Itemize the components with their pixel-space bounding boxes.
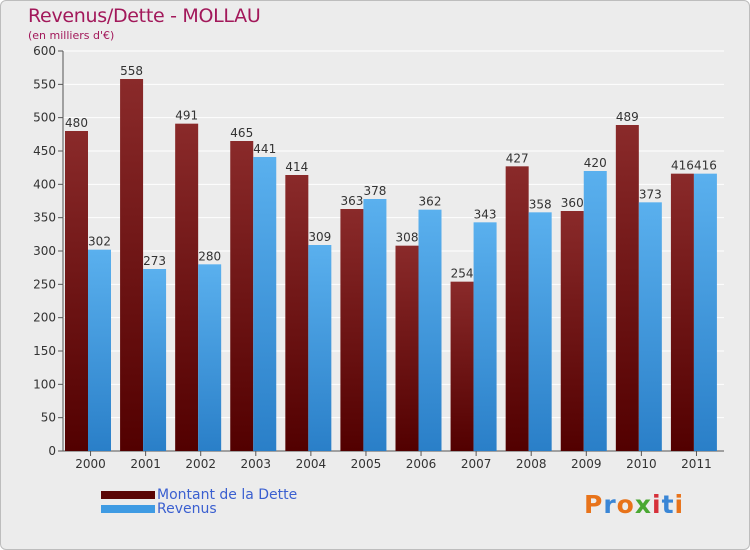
legend-swatch-revenus [101,505,155,513]
data-label: 308 [396,231,419,245]
data-label: 358 [529,197,552,211]
y-tick-label: 600 [33,44,56,58]
bar-revenus [473,222,497,451]
x-tick-label: 2005 [351,457,382,471]
x-tick-label: 2010 [626,457,657,471]
bar-revenus [363,199,387,451]
data-label: 420 [584,156,607,170]
data-label: 363 [340,194,363,208]
y-tick-label: 550 [33,77,56,91]
y-tick-label: 400 [33,177,56,191]
x-tick-label: 2004 [296,457,327,471]
bar-revenus [308,245,332,451]
bar-dette [230,141,254,451]
bar-revenus [143,269,167,451]
data-label: 360 [561,196,584,210]
bar-revenus [528,212,552,451]
bar-dette [175,123,199,452]
bar-revenus [418,209,442,451]
y-tick-label: 0 [48,444,56,458]
data-label: 343 [474,207,497,221]
bar-revenus [693,173,717,451]
x-tick-label: 2001 [130,457,161,471]
chart-subtitle: (en milliers d'€) [28,29,115,42]
x-tick-label: 2009 [571,457,602,471]
data-label: 558 [120,64,143,78]
bar-dette [505,166,529,452]
data-label: 273 [143,254,166,268]
bar-revenus [198,264,222,451]
legend-swatch-dette [101,491,155,499]
data-label: 280 [198,249,221,263]
data-label: 378 [363,184,386,198]
data-label: 416 [671,159,694,173]
bar-dette [340,209,364,451]
legend-item-revenus: Revenus [101,501,217,517]
proxiti-logo: Proxiti [584,490,685,519]
y-tick-label: 100 [33,377,56,391]
x-tick-label: 2002 [185,457,216,471]
y-tick-label: 350 [33,211,56,225]
data-label: 373 [639,187,662,201]
x-tick-label: 2008 [516,457,547,471]
bar-dette [670,173,694,451]
bar-revenus [583,171,607,451]
data-label: 362 [419,195,442,209]
bar-dette [450,281,474,451]
bar-revenus [253,157,277,451]
y-tick-label: 450 [33,144,56,158]
bar-dette [615,125,639,451]
legend-item-dette: Montant de la Dette [101,487,297,503]
y-tick-label: 300 [33,244,56,258]
data-label: 254 [451,267,474,281]
y-tick-label: 50 [41,411,56,425]
y-tick-label: 150 [33,344,56,358]
data-label: 302 [88,235,111,249]
x-tick-label: 2011 [681,457,712,471]
legend-label-revenus: Revenus [157,501,217,517]
data-label: 416 [694,159,717,173]
bar-revenus [88,249,111,451]
x-tick-label: 2003 [241,457,272,471]
bar-dette [120,79,144,451]
y-tick-label: 500 [33,111,56,125]
bar-revenus [638,202,662,451]
bar-dette [560,211,584,451]
data-label: 427 [506,151,529,165]
bar-dette [65,131,88,451]
chart-title: Revenus/Dette - MOLLAU [28,5,261,27]
data-label: 480 [65,116,88,130]
data-label: 309 [308,230,331,244]
x-tick-label: 2000 [75,457,106,471]
x-tick-label: 2006 [406,457,437,471]
axes: 0 50 100 150 200 250 300 350 400 450 500 550 600 2000… [33,44,724,471]
grid-lines [63,50,724,419]
bars [65,79,717,452]
data-label: 465 [230,126,253,140]
x-tick-label: 2007 [461,457,492,471]
data-label: 441 [253,142,276,156]
y-tick-label: 200 [33,311,56,325]
data-label: 414 [285,160,308,174]
data-label: 491 [175,109,198,123]
y-tick-label: 250 [33,277,56,291]
bar-dette [395,245,419,451]
bar-dette [285,175,309,451]
legend-label-dette: Montant de la Dette [157,487,298,503]
data-label: 489 [616,110,639,124]
